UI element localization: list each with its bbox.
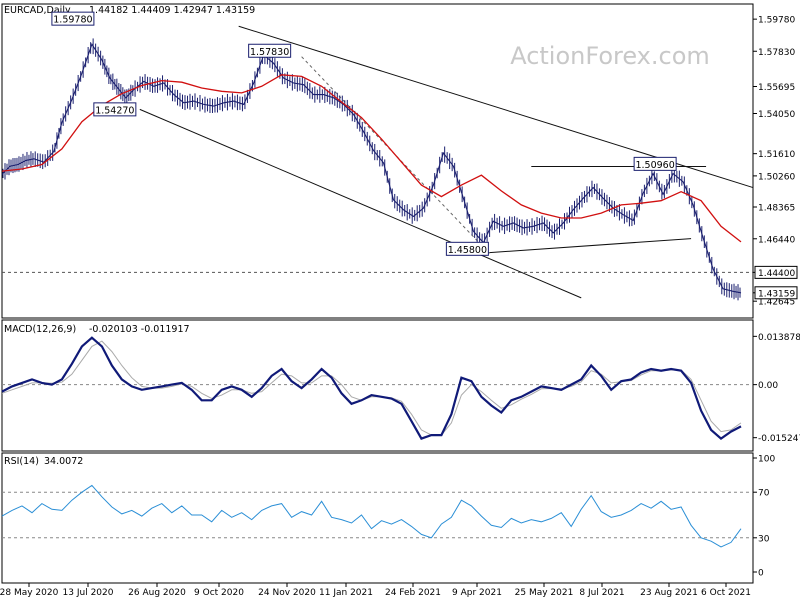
price-y-tick-label: 1.50260 [758,172,795,182]
price-annotation-box [248,43,292,58]
x-tick-label: 8 Jul 2021 [579,588,624,598]
price-y-tick-label: 1.54050 [758,110,795,120]
rsi-y-tick-label: 70 [758,489,770,499]
rsi-line [1,484,742,548]
x-tick-label: 26 Aug 2020 [128,588,186,598]
price-y-tick-label: 1.55695 [758,83,795,93]
price-annotation-box [445,241,489,256]
rsi-y-tick-label: 100 [758,455,775,465]
price-current-label: 1.44400 [758,269,795,279]
rsi-y-tick-label: 30 [758,534,770,544]
x-tick-label: 11 Jan 2021 [319,588,373,598]
price-y-tick-label: 1.51610 [758,150,795,160]
x-tick-label: 13 Jul 2020 [63,588,114,598]
trend-line [139,108,582,299]
rsi-panel-frame [1,452,754,584]
watermark-text: ActionForex.com [510,42,710,70]
price-y-tick-label: 1.42645 [758,298,795,308]
price-annotation-label: 1.50960 [635,160,674,171]
macd-line [1,336,742,440]
macd-y-tick-label: 0.013878 [758,333,800,343]
rsi-panel-title: RSI(14) [4,456,39,467]
chart-marks: 1.59780 1.57830 1.54270 1.50960 1.45800 1.597… [0,3,800,598]
macd-signal-line [1,340,742,436]
price-current-label-box [754,286,798,300]
rsi-y-tick-label: 0 [758,569,764,579]
x-tick-label: 9 Apr 2021 [452,588,502,598]
price-y-tick-label: 1.46440 [758,235,795,245]
price-panel-title: EURCAD,Daily [4,5,71,16]
price-close-line [1,43,742,294]
macd-panel-title: MACD(12,26,9) [4,324,76,335]
price-annotation-label: 1.59780 [53,15,92,26]
macd-panel-values: -0.020103 -0.011917 [89,324,190,335]
macd-panel-frame [1,319,754,452]
price-annotation-box [93,102,137,117]
price-current-label-box [754,265,798,279]
price-annotation-box [51,11,95,26]
trend-line [489,238,692,254]
price-annotation-label: 1.45800 [448,245,487,256]
x-tick-label: 28 May 2020 [0,588,59,598]
moving-average-line [1,74,742,243]
price-annotation-label: 1.57830 [250,47,289,58]
price-annotation-box [633,156,677,171]
x-tick-label: 24 Nov 2020 [258,588,316,598]
rsi-panel-value: 34.0072 [44,456,83,467]
price-y-tick-label: 1.57830 [758,48,795,58]
macd-y-tick-label: -0.015247 [758,434,800,444]
price-annotation-label: 1.54270 [95,105,134,116]
x-tick-label: 23 Aug 2021 [640,588,698,598]
price-panel-frame [1,3,754,319]
price-panel-ohlc: 1.44182 1.44409 1.42947 1.43159 [89,5,255,16]
price-y-tick-label: 1.59780 [758,16,795,26]
price-current-label: 1.43159 [758,289,795,299]
price-y-tick-label: 1.48365 [758,204,795,214]
x-tick-label: 6 Oct 2021 [701,588,751,598]
x-tick-label: 25 May 2021 [515,588,574,598]
x-tick-label: 9 Oct 2020 [194,588,244,598]
x-tick-label: 24 Feb 2021 [385,588,441,598]
macd-y-tick-label: 0.00 [758,381,778,391]
